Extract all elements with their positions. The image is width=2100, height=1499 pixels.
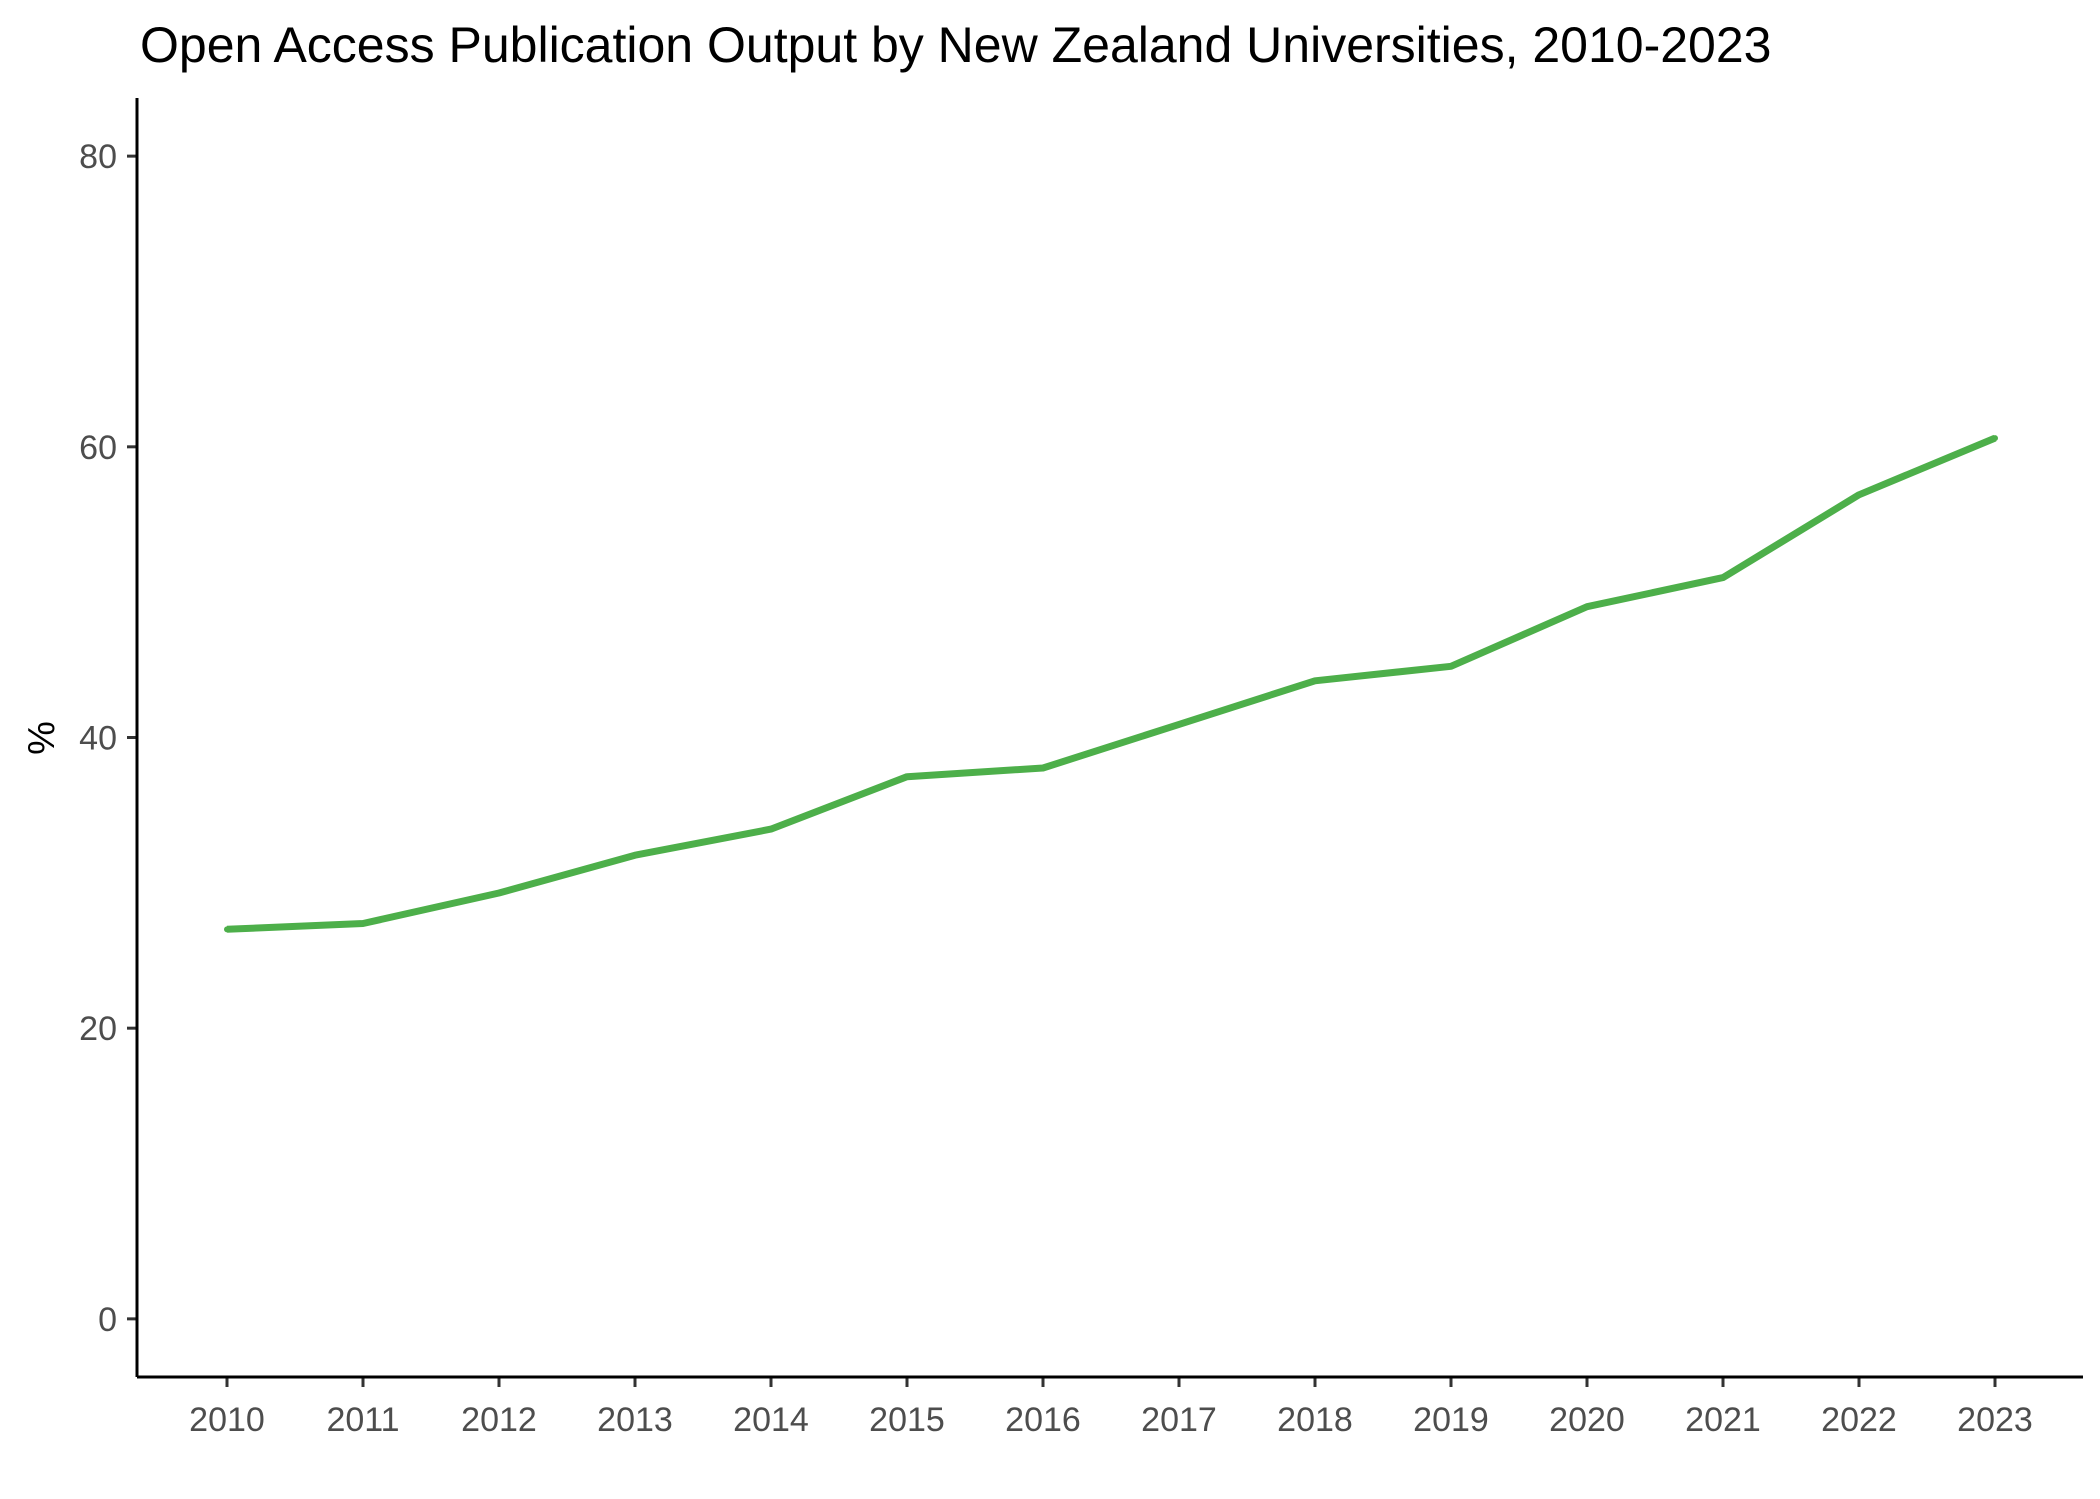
data-point	[496, 890, 502, 897]
x-tick-label: 2022	[1821, 1401, 1897, 1439]
x-tick-label: 2015	[869, 1401, 945, 1439]
data-point	[360, 920, 366, 927]
x-tick-label: 2013	[597, 1401, 673, 1439]
x-tick-label: 2017	[1141, 1401, 1217, 1439]
x-tick-label: 2021	[1685, 1401, 1761, 1439]
y-axis-title: %	[21, 721, 63, 755]
x-tick-label: 2011	[326, 1401, 399, 1439]
data-point	[1176, 721, 1182, 728]
data-point	[1720, 574, 1726, 581]
x-tick-label: 2012	[461, 1401, 537, 1439]
data-point	[1312, 677, 1318, 684]
data-point	[768, 826, 774, 833]
x-tick-label: 2014	[733, 1401, 809, 1439]
data-point	[1040, 765, 1046, 772]
y-tick-label: 0	[98, 1301, 117, 1339]
x-tick-label: 2010	[189, 1401, 265, 1439]
data-point	[632, 852, 638, 859]
x-tick-label: 2023	[1957, 1401, 2033, 1439]
data-point	[224, 926, 230, 933]
series-line	[226, 434, 1997, 933]
x-tick-label: 2019	[1413, 1401, 1489, 1439]
y-axis-ticks: 0 20 40 60 80	[79, 138, 137, 1339]
data-point	[1448, 663, 1454, 670]
x-tick-label: 2018	[1277, 1401, 1353, 1439]
y-tick-label: 80	[79, 138, 117, 176]
x-tick-label: 2016	[1005, 1401, 1081, 1439]
x-axis-ticks: 2010 2011 2012 2013 2014 2015 2016 2017 2018 2019…	[189, 1377, 2033, 1439]
data-point	[1856, 491, 1862, 498]
data-point	[904, 773, 910, 780]
y-tick-label: 40	[79, 720, 117, 758]
data-point	[1992, 435, 1998, 442]
plot-area	[224, 434, 1998, 933]
chart-title: Open Access Publication Output by New Ze…	[140, 17, 1771, 73]
data-point	[1584, 603, 1590, 610]
x-tick-label: 2020	[1549, 1401, 1625, 1439]
y-tick-label: 60	[79, 429, 117, 467]
y-tick-label: 20	[79, 1010, 117, 1048]
